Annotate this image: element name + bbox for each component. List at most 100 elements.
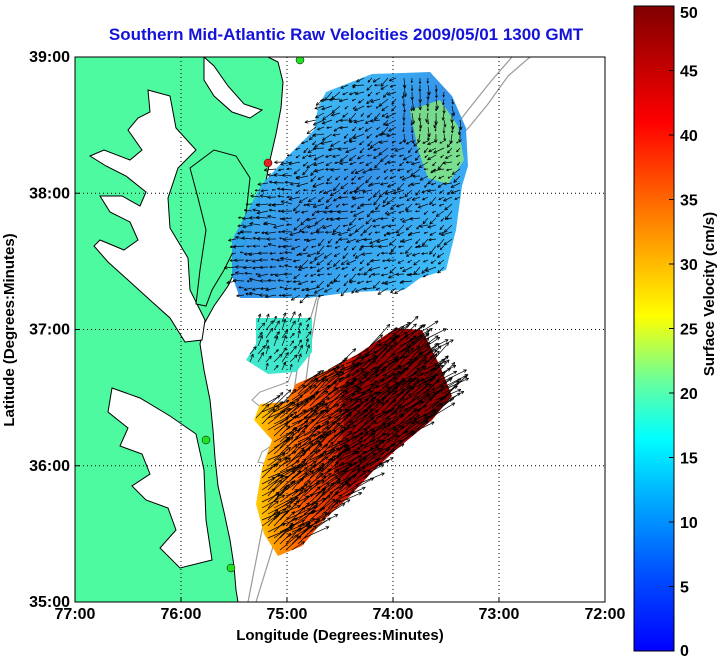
vector-arrow xyxy=(459,119,462,130)
vector-arrow xyxy=(325,154,333,158)
velocity-field-north xyxy=(232,72,468,298)
vector-arrow xyxy=(378,98,389,107)
vector-arrowhead xyxy=(298,353,302,358)
vector-arrow xyxy=(421,266,429,274)
vector-arrow xyxy=(257,335,263,347)
vector-arrowhead xyxy=(340,85,344,89)
vector-arrow xyxy=(317,175,325,180)
vector-arrow xyxy=(422,217,429,225)
vector-arrowhead xyxy=(409,216,414,221)
vector-arrowhead xyxy=(269,265,273,269)
vector-arrowhead xyxy=(443,138,447,142)
vector-arrowhead xyxy=(259,293,263,297)
vector-arrow xyxy=(321,381,338,395)
vector-arrowhead xyxy=(346,261,350,265)
vector-arrowhead xyxy=(336,289,339,292)
vector-arrow xyxy=(328,147,341,151)
vector-arrow xyxy=(423,259,429,263)
vector-arrowhead xyxy=(342,255,346,259)
vector-arrowhead xyxy=(335,267,338,270)
vector-arrowhead xyxy=(324,390,329,395)
vector-arrow xyxy=(358,217,365,220)
vector-arrow xyxy=(415,189,421,196)
vector-arrowhead xyxy=(361,371,366,375)
vector-arrow xyxy=(391,98,397,105)
vector-arrow xyxy=(384,280,397,285)
vector-arrowhead xyxy=(409,338,414,342)
vector-arrow xyxy=(285,394,304,407)
vector-arrow xyxy=(366,280,373,283)
vector-arrowhead xyxy=(386,212,391,216)
vector-arrow xyxy=(367,112,373,118)
vector-arrow xyxy=(405,334,423,353)
vector-arrowhead xyxy=(310,280,314,283)
vector-arrowhead xyxy=(299,394,304,399)
vector-arrowhead xyxy=(339,118,343,123)
vector-arrow xyxy=(263,223,269,226)
vector-arrowhead xyxy=(239,251,242,254)
vector-arrowhead xyxy=(375,368,379,373)
vector-arrowhead xyxy=(303,238,306,241)
vector-arrowhead xyxy=(373,193,377,198)
vector-arrowhead xyxy=(304,119,309,124)
vector-arrowhead xyxy=(329,209,333,214)
vector-arrow xyxy=(389,77,397,82)
vector-arrowhead xyxy=(243,208,248,213)
vector-arrowhead xyxy=(263,223,266,226)
vector-arrowhead xyxy=(418,164,423,169)
vector-arrow xyxy=(369,182,381,186)
vector-arrow xyxy=(236,294,245,297)
vector-arrowhead xyxy=(439,191,442,194)
vector-arrowhead xyxy=(430,261,434,264)
vector-arrow xyxy=(286,224,293,226)
vector-arrowhead xyxy=(330,143,335,147)
vector-arrowhead xyxy=(396,232,401,237)
vector-arrowhead xyxy=(306,130,311,135)
vector-arrowhead xyxy=(252,266,256,270)
y-tick-label: 36:00 xyxy=(29,458,70,475)
vector-arrow xyxy=(310,280,317,283)
vector-arrowhead xyxy=(306,217,311,222)
vector-arrowhead xyxy=(356,78,360,83)
vector-arrow xyxy=(427,84,430,96)
vector-arrowhead xyxy=(297,330,301,334)
vector-arrow xyxy=(366,98,373,105)
vector-arrowhead xyxy=(340,376,344,381)
vector-arrowhead xyxy=(434,335,439,339)
vector-arrow xyxy=(359,147,365,154)
vector-arrow xyxy=(228,238,237,241)
vector-arrowhead xyxy=(354,107,358,111)
vector-arrowhead xyxy=(385,212,387,215)
vector-arrow xyxy=(268,209,277,212)
vector-arrowhead xyxy=(370,383,375,388)
x-tick-label: 72:00 xyxy=(585,606,626,623)
vector-arrow xyxy=(389,238,397,246)
vector-arrow xyxy=(423,210,429,215)
vector-arrowhead xyxy=(410,182,415,186)
colorbar-tick-label: 15 xyxy=(680,451,698,468)
vector-arrowhead xyxy=(417,351,422,356)
vector-arrowhead xyxy=(423,360,427,364)
vector-arrowhead xyxy=(334,371,339,375)
vector-arrowhead xyxy=(390,148,394,151)
vector-arrowhead xyxy=(429,220,434,225)
vector-arrowhead xyxy=(337,195,342,200)
vector-arrow xyxy=(333,362,360,377)
vector-arrow xyxy=(393,331,408,341)
vector-arrow xyxy=(353,210,365,217)
vector-arrowhead xyxy=(399,252,402,255)
vector-arrow xyxy=(338,147,349,150)
vector-arrow xyxy=(335,175,341,181)
vector-arrow xyxy=(245,293,253,296)
vector-arrow xyxy=(417,332,430,347)
vector-arrow xyxy=(429,342,449,365)
vector-arrow xyxy=(252,259,261,262)
vector-arrow xyxy=(418,161,429,169)
vector-arrow xyxy=(322,112,333,120)
vector-arrow xyxy=(370,98,381,103)
vector-arrowhead xyxy=(360,233,363,236)
vector-arrow xyxy=(313,161,325,166)
vector-arrowhead xyxy=(344,107,347,110)
vector-arrowhead xyxy=(453,179,458,183)
vector-arrowhead xyxy=(384,343,388,348)
